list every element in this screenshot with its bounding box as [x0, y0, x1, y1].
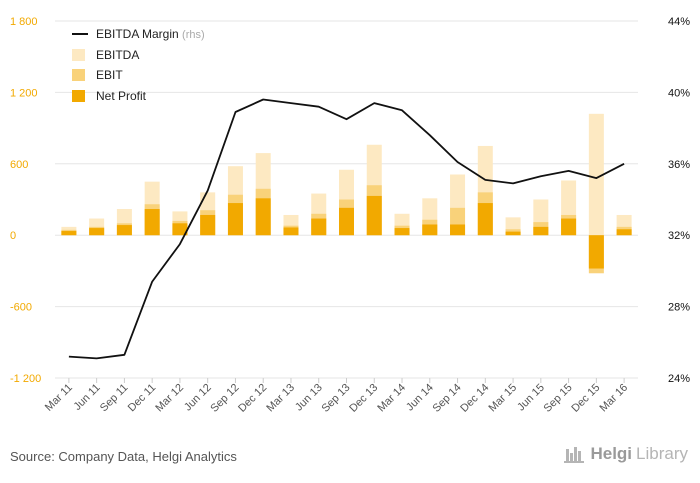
bar-net-profit — [394, 228, 410, 236]
bar-net-profit — [61, 231, 77, 236]
left-axis-tick-label: 0 — [10, 230, 16, 242]
bar-net-profit — [172, 223, 188, 236]
bar-net-profit — [116, 225, 132, 236]
bar-net-profit — [588, 235, 604, 269]
bar-net-profit — [227, 203, 243, 236]
x-axis-tick-label: Dec 15 — [569, 382, 602, 415]
bar-net-profit — [255, 198, 271, 236]
x-axis-tick-label: Sep 14 — [431, 382, 464, 415]
x-axis-tick-label: Jun 14 — [404, 382, 436, 414]
brand-name-part2: Library — [636, 444, 688, 463]
legend-swatch-ebitda — [72, 49, 85, 61]
left-axis-tick-label: -1 200 — [10, 373, 41, 385]
bar-net-profit — [339, 207, 354, 236]
legend-label-suffix: (rhs) — [182, 29, 205, 41]
bar-net-profit — [450, 224, 466, 236]
bar-net-profit — [561, 218, 577, 236]
left-axis-tick-label: 1 800 — [10, 16, 38, 28]
legend-label-ebitda: EBITDA — [96, 48, 139, 62]
x-axis-tick-label: Jun 15 — [515, 382, 547, 414]
helgi-library-brand[interactable]: Helgi Library — [564, 444, 688, 464]
left-axis-tick-label: 600 — [10, 159, 28, 171]
bar-net-profit — [422, 224, 438, 236]
right-axis-tick-label: 40% — [668, 87, 690, 99]
brand-name-part1: Helgi — [590, 444, 633, 463]
legend-label-ebitda-margin: EBITDA Margin (rhs) — [96, 27, 205, 41]
bar-net-profit — [366, 195, 382, 236]
bar-ebitda — [588, 113, 604, 236]
x-axis-tick-label: Sep 13 — [319, 382, 352, 415]
legend-label-ebit: EBIT — [96, 68, 123, 82]
bar-net-profit — [89, 228, 105, 236]
bar-net-profit — [144, 209, 160, 236]
legend-swatch-net-profit — [72, 90, 85, 102]
right-axis-tick-label: 28% — [668, 302, 690, 314]
bar-net-profit — [505, 231, 521, 236]
right-axis-tick-label: 44% — [668, 16, 690, 28]
bar-net-profit — [477, 203, 493, 236]
x-axis-tick-label: Mar 14 — [375, 382, 408, 415]
bar-net-profit — [200, 214, 216, 236]
right-axis-tick-label: 24% — [668, 373, 690, 385]
legend-label-net-profit: Net Profit — [96, 89, 147, 103]
left-axis-tick-label: -600 — [10, 302, 32, 314]
x-axis-tick-label: Jun 13 — [293, 382, 325, 414]
x-axis-tick-label: Mar 16 — [598, 382, 631, 415]
x-axis-tick-label: Dec 11 — [126, 382, 159, 415]
chart: -1 200 -600 0 600 1 200 1 800 24% 28% 32% 36% 40% 4… — [10, 16, 690, 415]
legend-swatch-ebit — [72, 69, 85, 81]
right-axis-tick-label: 32% — [668, 230, 690, 242]
helgi-library-logo-icon — [564, 447, 585, 463]
x-axis-tick-label: Jun 12 — [182, 382, 214, 414]
series-line-ebitda-margin — [68, 98, 625, 360]
bar-net-profit — [616, 229, 632, 236]
source-note: Source: Company Data, Helgi Analytics — [10, 449, 237, 464]
x-axis-tick-label: Dec 13 — [347, 382, 380, 415]
x-axis-tick-label: Dec 12 — [236, 382, 269, 415]
right-axis-tick-label: 36% — [668, 159, 690, 171]
bar-net-profit — [311, 218, 327, 236]
x-axis-tick-label: Mar 13 — [264, 382, 297, 415]
x-axis-tick-label: Mar 11 — [43, 382, 75, 414]
x-axis-tick-label: Dec 14 — [458, 382, 491, 415]
x-axis-tick-label: Sep 15 — [542, 382, 575, 415]
x-axis-tick-label: Mar 15 — [486, 382, 519, 415]
bar-net-profit — [283, 227, 299, 236]
x-axis-tick-label: Jun 11 — [71, 382, 102, 413]
x-axis-tick-label: Sep 12 — [208, 382, 241, 415]
left-axis-tick-label: 1 200 — [10, 87, 38, 99]
x-axis-tick-label: Sep 11 — [98, 382, 131, 415]
x-axis-tick-label: Mar 12 — [153, 382, 186, 415]
bar-net-profit — [533, 226, 549, 236]
